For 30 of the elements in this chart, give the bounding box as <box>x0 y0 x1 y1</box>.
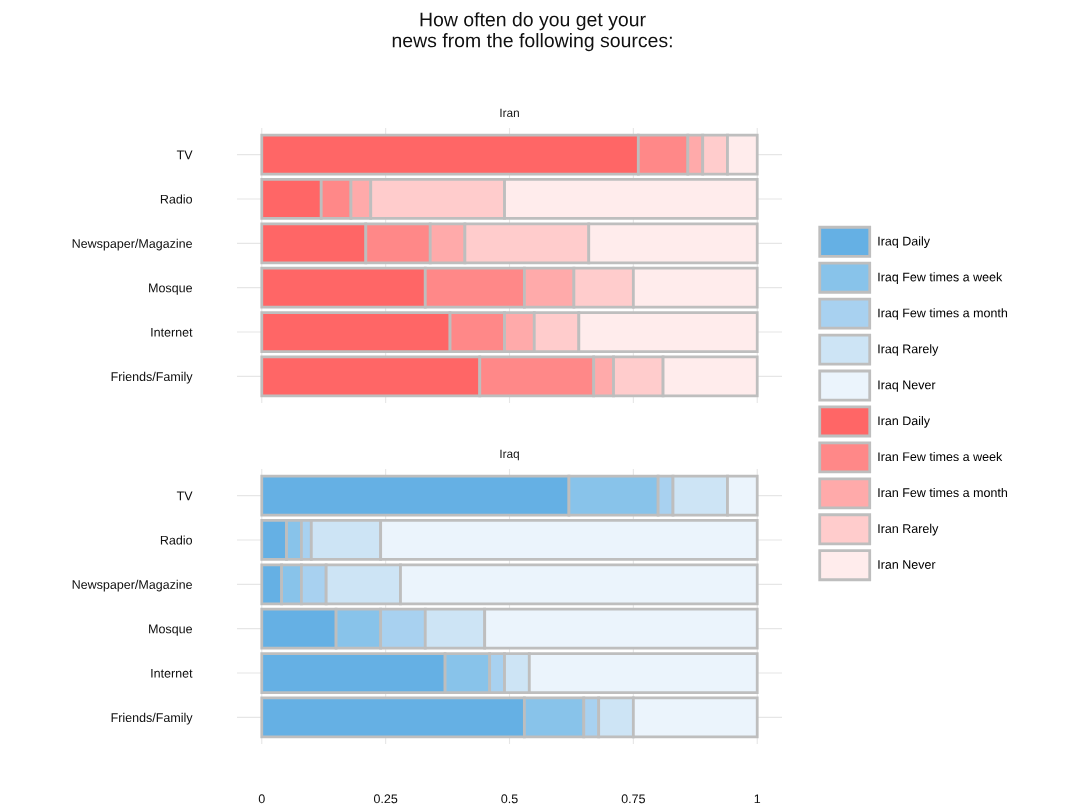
y-tick-label: Internet <box>151 327 193 337</box>
x-tick-label: 1 <box>754 794 761 804</box>
text: Iraq Few times a week <box>878 272 1003 284</box>
text: Iraq Few times a month <box>878 308 1008 320</box>
text: Iraq Never <box>878 380 936 392</box>
x-tick-label: 0 <box>258 794 265 804</box>
y-tick-label: Mosque <box>149 624 192 636</box>
legend-label: Iran Daily <box>878 416 930 428</box>
y-tick-label: Radio <box>160 535 193 545</box>
legend-label: Iran Few times a week <box>878 451 1003 462</box>
legend-label: Iran Never <box>878 560 936 569</box>
text: Iraq Daily <box>878 236 930 248</box>
legend-label: Iran Rarely <box>878 523 939 536</box>
chart-title: How often do you get your news from the following sources: <box>392 12 672 52</box>
chart-subtitle: Iraq <box>500 449 519 461</box>
y-tick-label: Newspaper/Magazine <box>72 579 193 592</box>
chart-subtitle: Iran <box>500 108 519 118</box>
x-tick-label: 0.25 <box>373 794 398 804</box>
x-tick-label: 0.75 <box>621 794 646 804</box>
y-tick-label: TV <box>176 150 193 160</box>
y-tick-label: Newspaper/Magazine <box>72 238 193 251</box>
legend-label: Iran Few times a month <box>878 487 1008 498</box>
y-tick-label: Radio <box>160 194 193 204</box>
text: Iraq Rarely <box>878 344 939 356</box>
y-tick-label: Friends/Family <box>111 371 193 384</box>
y-tick-label: Friends/Family <box>111 712 193 725</box>
y-tick-label: Mosque <box>149 283 192 295</box>
y-tick-label: TV <box>176 491 193 501</box>
x-tick-label: 0.5 <box>501 794 518 804</box>
y-tick-label: Internet <box>151 668 193 678</box>
